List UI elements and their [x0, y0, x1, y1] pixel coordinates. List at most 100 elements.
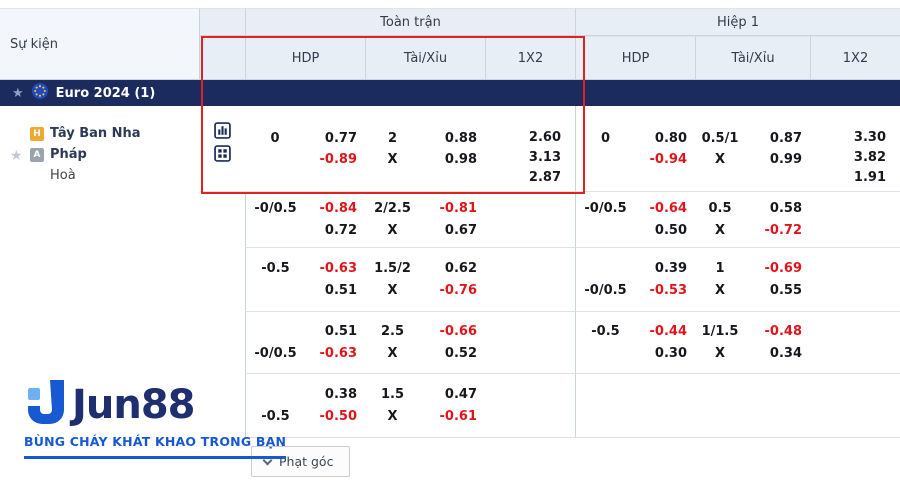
odds-value[interactable]: -0.76 [439, 282, 477, 298]
league-row[interactable]: ★ Euro 2024 (1) [0, 80, 900, 106]
ft-1x2-cell [485, 374, 575, 438]
ft-hdp-line-cell: -0/0.5 [245, 192, 305, 248]
odds-value[interactable]: -0.53 [649, 282, 687, 298]
brand-name: Jun88 [72, 382, 195, 428]
total-line: 0.5/1 [701, 131, 739, 146]
odds-value[interactable]: -0.69 [764, 260, 802, 276]
h1-ou-odds-cell [745, 374, 810, 438]
h1-hdp-odds-cell [635, 374, 695, 438]
handicap-line: -0/0.5 [584, 200, 627, 216]
event-label: Sự kiện [10, 36, 59, 52]
odds-value[interactable]: -0.48 [764, 323, 802, 339]
odds-value[interactable]: 0.50 [654, 222, 687, 238]
handicap-line: 0 [600, 131, 611, 146]
brand-j-icon [24, 378, 68, 432]
favorite-star-icon[interactable]: ★ [12, 85, 24, 101]
total-line: 2 [387, 131, 398, 146]
odds-value[interactable]: 0.30 [654, 345, 687, 361]
under-label: X [387, 408, 398, 424]
away-team-name: Pháp [50, 147, 87, 162]
away-team-row: A Pháp [30, 147, 200, 162]
odds-value[interactable]: -0.81 [439, 200, 477, 216]
draw-label: Hoà [50, 168, 76, 183]
ft-hdp-odds-cell: -0.84 0.72 [305, 192, 365, 248]
odds-value[interactable]: 0.51 [324, 282, 357, 298]
odds-value[interactable]: -0.61 [439, 408, 477, 424]
odds-value[interactable]: 0.67 [444, 222, 477, 238]
odds-value[interactable]: -0.94 [649, 152, 687, 167]
league-name: Euro 2024 (1) [55, 85, 156, 101]
h1-1x2-cell [810, 312, 900, 374]
odds-value[interactable]: 0.77 [324, 131, 357, 146]
favorite-star-icon[interactable]: ★ [10, 148, 23, 164]
odds-value[interactable]: 0.55 [769, 282, 802, 298]
handicap-line: -0.5 [261, 408, 290, 424]
ft-hdp-line-cell: -0/0.5 [245, 312, 305, 374]
odds-value[interactable]: 0.62 [444, 260, 477, 276]
h1-hdp-odds-cell: -0.64 0.50 [635, 192, 695, 248]
odds-value[interactable]: 0.39 [654, 260, 687, 276]
stats-icon[interactable] [214, 122, 231, 139]
odds-value[interactable]: 0.38 [324, 386, 357, 402]
odds-value[interactable]: 0.80 [654, 131, 687, 146]
home-badge: H [30, 126, 44, 141]
h1-ou-line-cell [695, 374, 745, 438]
odds-value[interactable]: 3.82 [853, 150, 886, 165]
odds-value[interactable]: 0.87 [769, 131, 802, 146]
h1-ou-odds-cell: 0.58 -0.72 [745, 192, 810, 248]
h1-hdp-line-cell: -0.5 [575, 312, 635, 374]
x12-label: 1X2 [517, 50, 544, 66]
h1-1x2-cell [810, 248, 900, 312]
home-team-row: H Tây Ban Nha [30, 126, 200, 141]
odds-value[interactable]: 0.58 [769, 200, 802, 216]
odds-value[interactable]: -0.44 [649, 323, 687, 339]
odds-value[interactable]: -0.64 [649, 200, 687, 216]
odds-value[interactable]: 3.13 [528, 150, 561, 165]
hdp-label: HDP [621, 50, 650, 66]
odds-value[interactable]: -0.63 [319, 260, 357, 276]
odds-value[interactable]: 1.91 [853, 170, 886, 185]
odds-value[interactable]: 2.60 [528, 130, 561, 145]
first-half-label: Hiệp 1 [716, 14, 760, 30]
ft-hdp-line-cell: 0 [245, 106, 305, 192]
odds-value[interactable]: 0.52 [444, 345, 477, 361]
odds-value[interactable]: -0.84 [319, 200, 357, 216]
odds-value[interactable]: 0.47 [444, 386, 477, 402]
odds-value[interactable]: 0.51 [324, 323, 357, 339]
total-line: 2/2.5 [374, 200, 411, 216]
odds-value[interactable]: 3.30 [853, 130, 886, 145]
odds-value[interactable]: 0.34 [769, 345, 802, 361]
cards-icon[interactable] [214, 145, 231, 162]
odds-value[interactable]: -0.66 [439, 323, 477, 339]
odds-value[interactable]: 0.98 [444, 152, 477, 167]
h1-hdp-line-cell [575, 374, 635, 438]
header-gap [200, 36, 245, 80]
odds-value[interactable]: -0.63 [319, 345, 357, 361]
odds-value[interactable]: 0.99 [769, 152, 802, 167]
under-label: X [714, 222, 726, 238]
hdp-label: HDP [291, 50, 320, 66]
h1-ou-odds-cell: 0.87 0.99 [745, 106, 810, 192]
odds-value[interactable]: 0.72 [324, 222, 357, 238]
h1-ou-header: Tài/Xỉu [695, 36, 810, 80]
under-label: X [387, 282, 398, 298]
odds-value[interactable]: 0.88 [444, 131, 477, 146]
ft-hdp-odds-cell: 0.38 -0.50 [305, 374, 365, 438]
ft-ou-header: Tài/Xỉu [365, 36, 485, 80]
ft-hdp-line-cell: -0.5 [245, 248, 305, 312]
match-cell: ★ H Tây Ban Nha A Pháp Hoà [0, 106, 200, 192]
odds-value[interactable]: 2.87 [528, 170, 561, 185]
corner-bets-button[interactable]: Phạt góc [251, 446, 351, 477]
header-gap [200, 8, 245, 36]
odds-value[interactable]: -0.89 [319, 152, 357, 167]
home-team-name: Tây Ban Nha [50, 126, 141, 141]
odds-value[interactable]: -0.72 [764, 222, 802, 238]
handicap-line: -0.5 [591, 323, 620, 339]
h1-hdp-line-cell: -0/0.5 [575, 192, 635, 248]
odds-value[interactable]: -0.50 [319, 408, 357, 424]
h1-1x2-cell [810, 374, 900, 438]
handicap-line: -0.5 [261, 260, 290, 276]
corner-bets-label: Phạt góc [279, 454, 334, 469]
